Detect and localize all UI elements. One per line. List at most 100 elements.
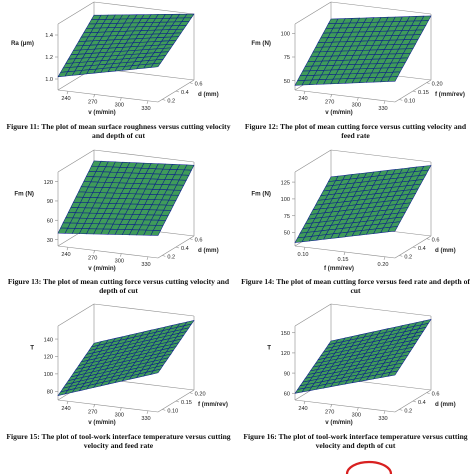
z-tick-label: 100 (44, 372, 53, 378)
y-axis-label: f (mm/rev) (435, 91, 465, 98)
surface-mesh (57, 13, 195, 78)
y-tick-label: 0.10 (167, 408, 178, 414)
y-tick-label: 0.4 (181, 90, 189, 96)
x-tick-mark (66, 247, 69, 251)
box-edge (330, 303, 432, 317)
x-tick-label: 240 (61, 252, 70, 258)
y-tick-label: 0.6 (432, 238, 440, 244)
caption-fig13: Figure 13: The plot of mean cutting forc… (7, 277, 230, 295)
y-tick-label: 0.6 (432, 392, 440, 398)
x-tick-mark (146, 256, 149, 260)
figure-13: 30 60 90 120 240 270 300 330 0.2 0.4 0.6 Fm (N) v (m… (0, 146, 237, 276)
box-edge (294, 1, 332, 25)
y-tick-mark (189, 392, 193, 394)
y-tick-mark (162, 409, 166, 411)
z-tick-label: 125 (281, 180, 290, 186)
y-axis-label: d (mm) (198, 247, 219, 254)
surface-mesh (57, 160, 195, 236)
x-axis-label: v (m/min) (88, 419, 116, 426)
surface-mesh (57, 319, 195, 397)
x-tick-label: 240 (298, 96, 307, 102)
z-tick-label: 120 (281, 351, 290, 357)
z-tick-label: 60 (284, 391, 290, 397)
z-tick-label: 50 (284, 231, 290, 237)
y-tick-label: 0.15 (418, 90, 429, 96)
x-tick-label: 300 (352, 413, 361, 419)
z-tick-label: 80 (47, 389, 53, 395)
x-tick-label: 330 (141, 106, 150, 112)
caption-fig12: Figure 12: The plot of mean cutting forc… (244, 122, 467, 140)
x-tick-label: 270 (88, 99, 97, 105)
y-tick-label: 0.4 (418, 400, 426, 406)
surface-patch (387, 226, 399, 233)
x-tick-label: 240 (61, 406, 70, 412)
caption-fig15: Figure 15: The plot of tool-work interfa… (6, 432, 231, 450)
y-tick-label: 0.6 (195, 82, 203, 88)
z-tick-label: 1.4 (45, 33, 53, 39)
x-tick-mark (120, 407, 122, 411)
x-tick-label: 300 (115, 413, 124, 419)
z-tick-label: 100 (281, 197, 290, 203)
z-tick-label: 60 (47, 218, 53, 224)
x-tick-label: 300 (115, 259, 124, 265)
x-tick-mark (66, 91, 69, 95)
surface-plot-fig11: 1.0 1.2 1.4 240 270 300 330 0.2 0.4 0.6 Ra (μm) v (… (11, 1, 219, 116)
x-tick-label: 240 (61, 96, 70, 102)
x-tick-mark (383, 100, 386, 104)
z-axis-label: T (30, 345, 34, 352)
box-edge (93, 303, 195, 317)
y-axis-label: f (mm/rev) (198, 401, 228, 408)
box-edge (57, 149, 95, 173)
y-tick-mark (175, 400, 180, 403)
x-tick-label: 330 (378, 106, 387, 112)
x-tick-label: 0.20 (378, 262, 389, 268)
x-tick-mark (303, 91, 306, 95)
x-tick-mark (330, 404, 332, 408)
y-tick-label: 0.10 (404, 98, 415, 104)
z-axis-label: Fm (N) (251, 40, 271, 47)
x-axis-label: f (mm/rev) (324, 265, 354, 272)
surface-mesh (294, 318, 432, 394)
z-tick-label: 100 (281, 32, 290, 38)
box-edge (57, 245, 159, 259)
y-tick-label: 0.15 (181, 400, 192, 406)
z-axis-label: Fm (N) (14, 191, 34, 198)
y-tick-mark (399, 409, 403, 411)
surface-patch (150, 230, 162, 236)
y-tick-mark (189, 82, 193, 84)
box-edge (294, 89, 396, 103)
stamp-mark (345, 460, 393, 474)
x-tick-mark (357, 407, 359, 411)
z-tick-label: 120 (44, 180, 53, 186)
x-tick-mark (383, 410, 386, 414)
x-axis-label: v (m/min) (88, 109, 116, 116)
y-tick-mark (162, 255, 166, 257)
x-axis-label: v (m/min) (325, 419, 353, 426)
z-tick-label: 75 (284, 55, 290, 61)
surface-patch (150, 62, 162, 68)
box-edge (93, 1, 195, 15)
y-tick-mark (412, 90, 417, 93)
surface-patch (387, 76, 399, 82)
x-tick-label: 240 (298, 406, 307, 412)
x-tick-mark (330, 94, 332, 98)
z-tick-label: 50 (284, 79, 290, 85)
caption-fig14: Figure 14: The plot of mean cutting forc… (241, 277, 470, 295)
y-tick-mark (399, 255, 403, 257)
x-tick-mark (146, 410, 149, 414)
z-tick-label: 120 (44, 355, 53, 361)
x-tick-mark (383, 256, 386, 260)
y-tick-mark (426, 392, 430, 394)
z-tick-label: 1.2 (45, 55, 53, 61)
x-tick-mark (120, 253, 122, 257)
z-axis-label: Fm (N) (251, 191, 271, 198)
y-tick-label: 0.2 (167, 98, 175, 104)
x-tick-mark (93, 404, 95, 408)
x-tick-mark (66, 401, 69, 405)
x-tick-label: 300 (352, 103, 361, 109)
y-tick-mark (162, 99, 166, 101)
x-tick-label: 330 (378, 416, 387, 422)
y-axis-label: d (mm) (435, 401, 456, 408)
x-tick-mark (357, 97, 359, 101)
